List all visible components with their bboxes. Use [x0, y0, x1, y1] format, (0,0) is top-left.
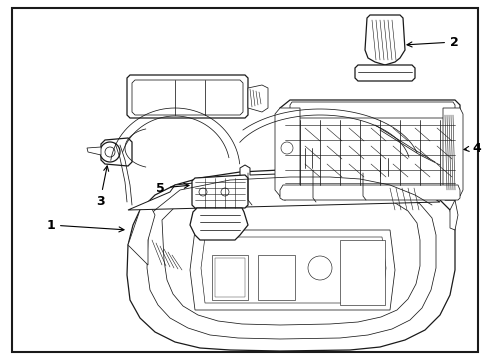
Circle shape: [105, 147, 115, 157]
Polygon shape: [192, 175, 248, 208]
Polygon shape: [290, 102, 455, 118]
Polygon shape: [215, 258, 245, 297]
Polygon shape: [190, 208, 248, 240]
Polygon shape: [340, 240, 385, 305]
Polygon shape: [280, 100, 460, 200]
Polygon shape: [258, 255, 295, 300]
Circle shape: [281, 142, 293, 154]
Polygon shape: [127, 170, 455, 351]
Polygon shape: [190, 230, 395, 310]
Text: 2: 2: [407, 36, 459, 49]
Polygon shape: [212, 255, 248, 300]
Polygon shape: [297, 146, 325, 168]
Polygon shape: [132, 80, 243, 115]
Polygon shape: [147, 179, 436, 339]
Polygon shape: [128, 162, 440, 210]
Text: 1: 1: [46, 219, 124, 232]
Polygon shape: [372, 156, 398, 176]
Polygon shape: [201, 237, 386, 303]
Polygon shape: [450, 200, 458, 230]
Text: 3: 3: [96, 166, 109, 208]
Polygon shape: [162, 187, 420, 325]
Polygon shape: [87, 147, 101, 155]
Polygon shape: [101, 138, 132, 166]
Polygon shape: [365, 15, 405, 65]
Polygon shape: [280, 185, 460, 200]
Polygon shape: [275, 108, 300, 196]
Polygon shape: [128, 205, 155, 265]
Text: 5: 5: [156, 181, 189, 194]
Circle shape: [199, 188, 207, 196]
Circle shape: [308, 256, 332, 280]
Text: 4: 4: [464, 141, 481, 154]
Polygon shape: [443, 108, 463, 196]
Circle shape: [100, 142, 120, 162]
Polygon shape: [127, 75, 248, 118]
Polygon shape: [248, 85, 268, 112]
Polygon shape: [355, 65, 415, 81]
Circle shape: [221, 188, 229, 196]
